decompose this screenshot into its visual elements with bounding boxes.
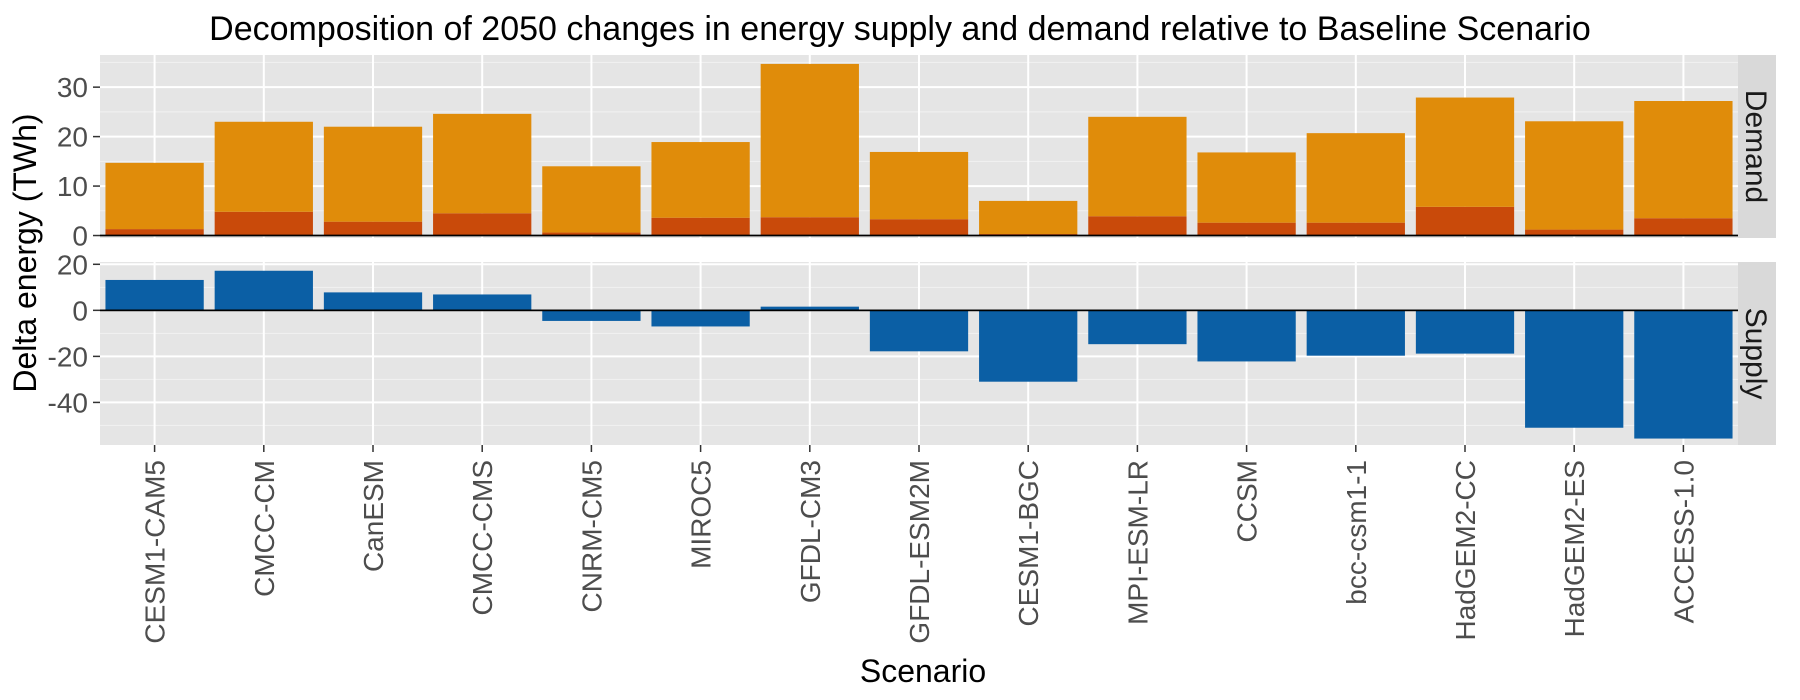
- bar-demand-1: [1525, 229, 1624, 236]
- bar-demand-2: [760, 63, 859, 218]
- bar-supply: [433, 294, 532, 311]
- y-tick-label: 10: [57, 171, 88, 202]
- bar-demand-1: [105, 229, 204, 236]
- facet-strip: [1738, 262, 1776, 445]
- bar-demand-1: [1415, 206, 1515, 236]
- bar-supply: [323, 292, 423, 311]
- bar-demand-2: [433, 113, 532, 214]
- bar-demand-1: [869, 219, 969, 236]
- bar-demand-2: [979, 200, 1078, 235]
- bar-supply: [1415, 310, 1515, 354]
- y-tick-label: 20: [57, 249, 88, 280]
- bar-demand-2: [1415, 97, 1515, 207]
- facet-strip: [1738, 55, 1776, 238]
- x-tick-label: CESM1-BGC: [1013, 460, 1044, 626]
- bar-demand-2: [1197, 152, 1296, 223]
- bar-demand-1: [1634, 218, 1733, 236]
- x-tick-label: MPI-ESM-LR: [1122, 460, 1153, 625]
- bar-supply: [214, 270, 313, 311]
- x-tick-label: CCSM: [1232, 460, 1263, 542]
- bar-demand-2: [869, 151, 969, 220]
- bar-supply: [651, 310, 750, 327]
- x-tick-label: CanESM: [358, 460, 389, 572]
- bar-supply: [1525, 310, 1624, 428]
- bar-demand-2: [1634, 100, 1733, 219]
- y-tick-label: 20: [57, 122, 88, 153]
- bar-demand-2: [542, 166, 641, 233]
- panel-supply: -40 -20 0 20 Supply: [48, 249, 1776, 445]
- x-tick-label: bcc-csm1-1: [1341, 460, 1372, 605]
- bar-demand-2: [214, 121, 313, 212]
- bar-supply: [869, 310, 969, 352]
- bar-demand-2: [1306, 133, 1405, 223]
- y-tick-label: 0: [72, 295, 88, 326]
- x-tick-label: HadGEM2-CC: [1450, 460, 1481, 640]
- bar-demand-2: [323, 126, 423, 222]
- facet-label: Demand: [1739, 90, 1772, 203]
- x-tick-label: CNRM-CM5: [576, 460, 607, 612]
- x-tick-label: GFDL-ESM2M: [904, 460, 935, 644]
- bar-demand-1: [1088, 216, 1187, 236]
- y-tick-label: 0: [72, 221, 88, 252]
- x-tick-label: CESM1-CAM5: [140, 460, 171, 644]
- x-axis-title: Scenario: [860, 653, 986, 689]
- bar-demand-1: [1197, 222, 1296, 236]
- bar-supply: [1634, 310, 1733, 439]
- bar-demand-1: [214, 211, 313, 236]
- y-tick-label: 30: [57, 72, 88, 103]
- x-tick-label: CMCC-CM: [249, 460, 280, 597]
- facet-label: Supply: [1739, 308, 1772, 400]
- bar-demand-2: [105, 162, 204, 230]
- y-tick-label: -40: [48, 387, 88, 418]
- bar-demand-1: [1306, 222, 1405, 236]
- bar-demand-1: [542, 232, 641, 236]
- x-tick-label: MIROC5: [686, 460, 717, 569]
- bar-supply: [1088, 310, 1187, 345]
- chart-title: Decomposition of 2050 changes in energy …: [209, 10, 1591, 48]
- x-tick-label: GFDL-CM3: [795, 460, 826, 603]
- bar-supply: [105, 279, 204, 311]
- bar-supply: [1197, 310, 1296, 362]
- bar-demand-2: [651, 142, 750, 218]
- bar-demand-1: [323, 221, 423, 236]
- y-axis-title: Delta energy (TWh): [7, 113, 43, 392]
- bar-supply: [1306, 310, 1405, 356]
- bar-supply: [979, 310, 1078, 382]
- x-tick-label: CMCC-CMS: [467, 460, 498, 616]
- bar-demand-1: [760, 217, 859, 236]
- y-tick-label: -20: [48, 341, 88, 372]
- bar-demand-1: [433, 213, 532, 236]
- x-tick-label: HadGEM2-ES: [1559, 460, 1590, 637]
- bar-supply: [760, 306, 859, 311]
- bar-demand-1: [651, 217, 750, 236]
- panel-demand: 0 10 20 30 Demand: [57, 55, 1776, 252]
- bar-demand-2: [1088, 116, 1187, 217]
- bar-supply: [542, 310, 641, 321]
- x-tick-label: ACCESS-1.0: [1668, 460, 1699, 623]
- bar-demand-2: [1525, 121, 1624, 230]
